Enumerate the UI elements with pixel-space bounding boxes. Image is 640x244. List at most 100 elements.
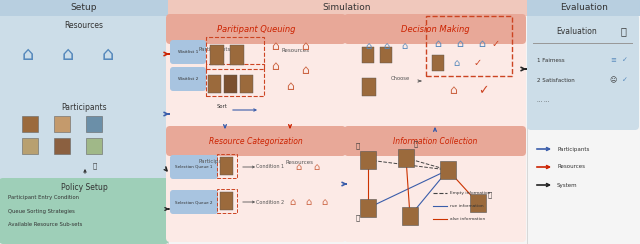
Text: ⌂: ⌂ <box>479 39 486 49</box>
Text: Setup: Setup <box>71 3 97 12</box>
Text: Condition 2: Condition 2 <box>256 200 284 204</box>
Bar <box>168 0 527 16</box>
Text: ✓: ✓ <box>492 39 500 49</box>
FancyBboxPatch shape <box>170 190 218 214</box>
Text: Participant Entry Condition: Participant Entry Condition <box>8 195 79 201</box>
Bar <box>217 189 237 213</box>
FancyBboxPatch shape <box>170 155 218 179</box>
Bar <box>360 199 376 217</box>
Text: ⌂: ⌂ <box>301 64 309 78</box>
Text: ⌂: ⌂ <box>449 84 457 98</box>
Text: Waitlist 1: Waitlist 1 <box>178 50 198 54</box>
Text: Empty information: Empty information <box>450 191 490 195</box>
Bar <box>54 138 70 154</box>
Bar <box>86 138 102 154</box>
Text: Policy Setup: Policy Setup <box>61 183 108 193</box>
Text: 😐: 😐 <box>609 77 616 83</box>
Bar <box>426 16 512 76</box>
Text: Resources: Resources <box>557 164 585 170</box>
Text: Decision Making: Decision Making <box>401 24 469 33</box>
Text: alse information: alse information <box>450 217 485 221</box>
Bar <box>380 47 392 63</box>
Bar <box>206 37 264 69</box>
Text: Participants: Participants <box>199 48 231 52</box>
Text: ≡: ≡ <box>610 57 616 63</box>
Text: ... ...: ... ... <box>537 98 549 102</box>
Bar <box>362 78 376 96</box>
Text: Paritipant Queuing: Paritipant Queuing <box>217 24 295 33</box>
Bar <box>527 0 640 16</box>
Text: ✓: ✓ <box>622 77 628 83</box>
Text: Available Resource Sub-sets: Available Resource Sub-sets <box>8 222 83 226</box>
Text: ⌂: ⌂ <box>383 41 389 51</box>
Bar <box>398 149 414 167</box>
Text: ⌂: ⌂ <box>435 39 442 49</box>
FancyBboxPatch shape <box>344 126 526 156</box>
FancyBboxPatch shape <box>166 126 346 242</box>
Text: 👍: 👍 <box>414 141 418 147</box>
Bar <box>362 47 374 63</box>
FancyBboxPatch shape <box>344 14 526 130</box>
Text: rue information: rue information <box>450 204 484 208</box>
Text: Queue Sorting Strategies: Queue Sorting Strategies <box>8 209 75 214</box>
Text: Condition 1: Condition 1 <box>256 164 284 170</box>
Text: ⌂: ⌂ <box>289 197 295 207</box>
Bar <box>402 207 418 225</box>
Text: ⌂: ⌂ <box>301 40 309 52</box>
Text: ⌂: ⌂ <box>305 197 311 207</box>
Text: 👍: 👍 <box>356 143 360 149</box>
Bar <box>86 116 102 132</box>
FancyBboxPatch shape <box>344 126 526 242</box>
Bar <box>208 75 221 93</box>
Text: 1 Fairness: 1 Fairness <box>537 58 564 62</box>
Text: Resources: Resources <box>286 160 314 164</box>
Bar <box>0 0 168 16</box>
Bar <box>22 116 38 132</box>
FancyBboxPatch shape <box>166 14 346 44</box>
Text: Evaluation: Evaluation <box>560 3 608 12</box>
Bar <box>230 45 244 65</box>
Text: ⌂: ⌂ <box>102 44 114 63</box>
Text: Simulation: Simulation <box>323 3 371 12</box>
Text: Choose: Choose <box>390 75 410 81</box>
Text: ⌂: ⌂ <box>271 60 279 72</box>
Bar <box>206 64 264 96</box>
Text: ⌂: ⌂ <box>271 40 279 52</box>
FancyBboxPatch shape <box>0 96 169 180</box>
FancyBboxPatch shape <box>166 14 346 130</box>
Bar <box>220 157 233 175</box>
Text: Participants: Participants <box>557 146 589 152</box>
Text: ⌂: ⌂ <box>365 41 371 51</box>
FancyBboxPatch shape <box>344 14 526 44</box>
Text: 2 Satisfaction: 2 Satisfaction <box>537 78 575 82</box>
Bar <box>217 154 237 178</box>
Bar <box>432 55 444 71</box>
Text: ⌂: ⌂ <box>401 41 407 51</box>
Text: Resource Categorization: Resource Categorization <box>209 136 303 145</box>
Bar <box>224 75 237 93</box>
Text: System: System <box>557 183 578 187</box>
Text: Selection Queue 2: Selection Queue 2 <box>175 200 212 204</box>
Bar <box>54 116 70 132</box>
Text: 👎: 👎 <box>488 192 492 198</box>
Text: ⌂: ⌂ <box>453 58 459 68</box>
Text: ⌂: ⌂ <box>22 44 34 63</box>
Text: ⌂: ⌂ <box>62 44 74 63</box>
Text: ✓: ✓ <box>477 84 488 98</box>
FancyBboxPatch shape <box>0 14 169 98</box>
Text: ⌂: ⌂ <box>286 80 294 92</box>
Text: Resources: Resources <box>65 21 104 30</box>
Text: Sort: Sort <box>216 103 227 109</box>
Text: ✓: ✓ <box>474 58 482 68</box>
Text: Evaluation: Evaluation <box>557 27 597 35</box>
Text: 👤: 👤 <box>620 26 626 36</box>
FancyBboxPatch shape <box>170 67 206 91</box>
Bar <box>470 194 486 212</box>
FancyBboxPatch shape <box>0 178 169 244</box>
Text: ⌂: ⌂ <box>313 162 319 172</box>
Bar <box>440 161 456 179</box>
Text: ⌂: ⌂ <box>456 39 463 49</box>
Text: ⌂: ⌂ <box>321 197 327 207</box>
Text: Participants: Participants <box>61 103 107 112</box>
Bar <box>0 0 640 16</box>
